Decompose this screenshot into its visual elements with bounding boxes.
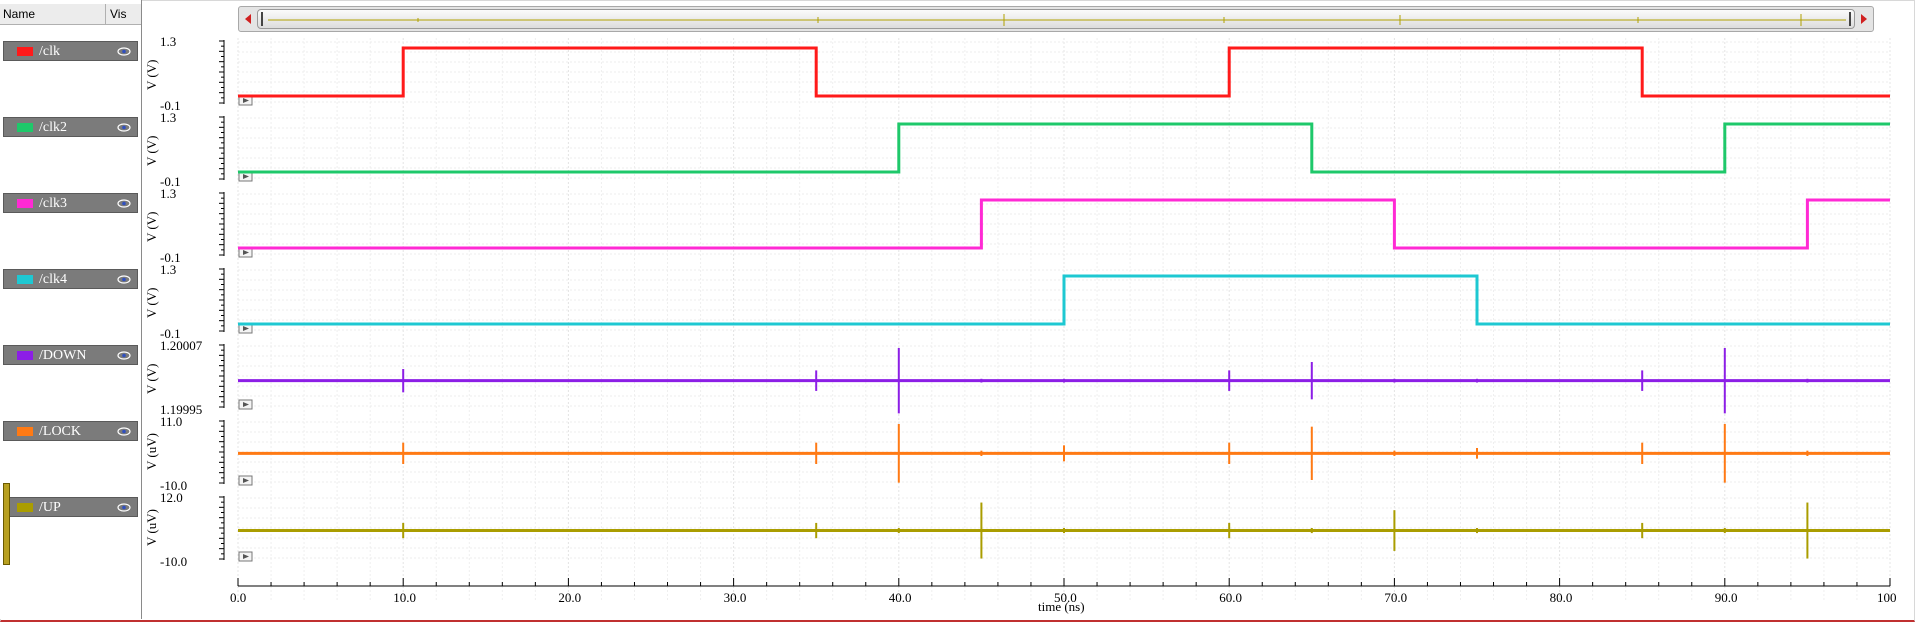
signal-name: /LOCK xyxy=(39,424,81,439)
eye-icon[interactable] xyxy=(116,122,132,133)
y-axis-label: V (V) xyxy=(144,212,159,242)
signal-color-swatch xyxy=(17,427,33,436)
signal-name: /UP xyxy=(39,500,61,515)
time-scrollbar[interactable] xyxy=(238,6,1874,32)
signal-name: /clk4 xyxy=(39,272,67,287)
signal-name: /clk3 xyxy=(39,196,67,211)
play-icon[interactable] xyxy=(243,250,249,255)
x-tick-label: 40.0 xyxy=(889,590,912,605)
y-tick-label-bottom: -0.1 xyxy=(160,174,181,189)
signal-row[interactable]: /LOCK xyxy=(3,421,138,441)
signal-name: /clk2 xyxy=(39,120,67,135)
eye-icon[interactable] xyxy=(116,426,132,437)
x-tick-label: 0.0 xyxy=(230,590,246,605)
y-tick-label-bottom: -10.0 xyxy=(160,554,187,569)
y-axis-label: V (uV) xyxy=(144,509,159,546)
x-tick-label: 10.0 xyxy=(393,590,416,605)
y-tick-label-top: 11.0 xyxy=(160,414,182,429)
signal-row[interactable]: /DOWN xyxy=(3,345,138,365)
y-tick-label-top: 1.20007 xyxy=(160,338,203,353)
play-icon[interactable] xyxy=(243,174,249,179)
play-icon[interactable] xyxy=(243,478,249,483)
eye-icon[interactable] xyxy=(116,198,132,209)
eye-icon[interactable] xyxy=(116,46,132,57)
signal-color-swatch xyxy=(17,199,33,208)
y-tick-label-top: 1.3 xyxy=(160,110,176,125)
y-tick-label-bottom: 1.19995 xyxy=(160,402,202,417)
scroll-right-arrow-icon[interactable] xyxy=(1857,10,1871,28)
x-tick-label: 60.0 xyxy=(1219,590,1242,605)
signal-list-header: Name Vis xyxy=(0,4,141,25)
y-tick-label-top: 1.3 xyxy=(160,186,176,201)
x-tick-label: 70.0 xyxy=(1384,590,1407,605)
vis-column-header[interactable]: Vis xyxy=(110,7,127,21)
signal-row[interactable]: /clk2 xyxy=(3,117,138,137)
y-tick-label-bottom: -0.1 xyxy=(160,98,181,113)
signal-row[interactable]: /clk3 xyxy=(3,193,138,213)
name-column-header[interactable]: Name xyxy=(3,7,36,21)
play-icon[interactable] xyxy=(243,402,249,407)
waveform-clk4 xyxy=(238,274,1890,326)
y-tick-label-top: 1.3 xyxy=(160,34,176,49)
y-tick-label-top: 1.3 xyxy=(160,262,176,277)
scrollbar-thumb[interactable] xyxy=(257,9,1855,29)
y-tick-label-bottom: -10.0 xyxy=(160,478,187,493)
y-axis-label: V (V) xyxy=(144,364,159,394)
x-tick-label: 50.0 xyxy=(1054,590,1077,605)
eye-icon[interactable] xyxy=(116,274,132,285)
eye-icon[interactable] xyxy=(116,502,132,513)
column-divider[interactable] xyxy=(105,4,106,24)
signal-color-swatch xyxy=(17,123,33,132)
x-tick-label: 20.0 xyxy=(558,590,581,605)
signal-row[interactable]: /clk4 xyxy=(3,269,138,289)
play-icon[interactable] xyxy=(243,554,249,559)
x-tick-label: 30.0 xyxy=(724,590,747,605)
signal-color-swatch xyxy=(17,503,33,512)
x-tick-label: 90.0 xyxy=(1715,590,1738,605)
y-tick-label-top: 12.0 xyxy=(160,490,183,505)
signal-color-swatch xyxy=(17,351,33,360)
play-icon[interactable] xyxy=(243,326,249,331)
x-axis-label: time (ns) xyxy=(1038,599,1085,614)
y-axis-label: V (V) xyxy=(144,136,159,166)
y-tick-label-bottom: -0.1 xyxy=(160,250,181,265)
x-tick-label: 80.0 xyxy=(1550,590,1573,605)
waveform-clk xyxy=(238,46,1890,98)
signal-color-swatch xyxy=(17,275,33,284)
signal-name: /clk xyxy=(39,44,60,59)
signal-list-panel: Name Vis /clk/clk2/clk3/clk4/DOWN/LOCK/U… xyxy=(0,0,142,619)
y-tick-label-bottom: -0.1 xyxy=(160,326,181,341)
signal-row[interactable]: /clk xyxy=(3,41,138,61)
signal-color-swatch xyxy=(17,47,33,56)
y-axis-label: V (V) xyxy=(144,60,159,90)
y-axis-label: V (V) xyxy=(144,288,159,318)
signal-name: /DOWN xyxy=(39,348,87,363)
x-tick-label: 100 xyxy=(1877,590,1897,605)
scroll-left-arrow-icon[interactable] xyxy=(241,10,255,28)
panel-resize-handle[interactable] xyxy=(3,483,10,565)
y-axis-label: V (uV) xyxy=(144,433,159,470)
eye-icon[interactable] xyxy=(116,350,132,361)
waveform-clk2 xyxy=(238,122,1890,174)
waveform-clk3 xyxy=(238,198,1890,250)
play-icon[interactable] xyxy=(243,98,249,103)
